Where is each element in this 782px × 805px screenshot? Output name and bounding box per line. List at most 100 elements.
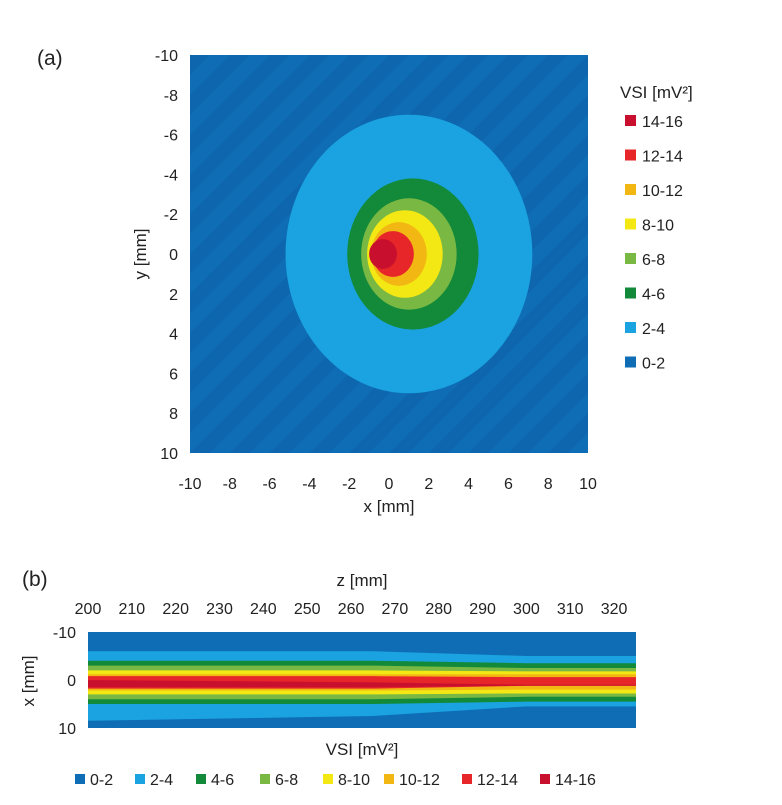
- surface-facet: [428, 413, 449, 434]
- legend-swatch-4-6: [625, 287, 636, 299]
- surface-facet: [548, 293, 569, 314]
- legend-swatch-8-10: [625, 218, 636, 230]
- contour-14-16: [369, 239, 397, 269]
- surface-facet: [229, 74, 250, 95]
- panel-b-x-axis-label: z [mm]: [337, 571, 388, 590]
- surface-facet: [249, 134, 270, 155]
- surface-facet: [209, 353, 230, 374]
- legend-swatch-2-4: [135, 774, 145, 784]
- surface-facet: [528, 313, 549, 334]
- surface-facet: [229, 234, 250, 254]
- surface-facet: [249, 114, 270, 135]
- panel-a-plot: [190, 55, 588, 453]
- surface-facet: [329, 433, 350, 453]
- surface-facet: [249, 273, 270, 294]
- surface-facet: [448, 114, 469, 135]
- surface-facet: [508, 154, 529, 175]
- surface-facet: [528, 273, 549, 294]
- z-tick-label: 320: [601, 601, 628, 618]
- surface-facet: [528, 353, 549, 374]
- surface-facet: [289, 413, 310, 434]
- x-tick-label: 2: [424, 476, 433, 493]
- x-tick-label: -6: [262, 476, 276, 493]
- surface-facet: [269, 273, 290, 294]
- surface-facet: [249, 393, 270, 414]
- surface-facet: [548, 194, 569, 215]
- surface-facet: [249, 214, 270, 235]
- y-tick-label: -6: [164, 128, 178, 145]
- surface-facet: [408, 55, 429, 75]
- z-tick-label: 220: [162, 601, 189, 618]
- surface-facet: [329, 114, 350, 135]
- surface-facet: [190, 254, 210, 274]
- surface-facet: [468, 413, 489, 434]
- surface-facet: [209, 413, 230, 434]
- surface-facet: [548, 413, 569, 434]
- surface-facet: [309, 55, 330, 75]
- surface-facet: [289, 114, 310, 135]
- surface-facet: [568, 174, 588, 195]
- surface-facet: [190, 214, 210, 235]
- surface-facet: [269, 194, 290, 215]
- surface-facet: [249, 234, 270, 254]
- surface-facet: [209, 393, 230, 414]
- surface-facet: [389, 94, 409, 115]
- surface-facet: [389, 55, 409, 75]
- surface-facet: [329, 393, 350, 414]
- surface-facet: [269, 94, 290, 115]
- panel-a-y-ticks: -10 -8 -6 -4 -2 0 2 4 6 8 10: [155, 48, 178, 463]
- surface-facet: [209, 234, 230, 254]
- legend-label-6-8: 6-8: [642, 252, 665, 269]
- surface-facet: [468, 94, 489, 115]
- legend-label-0-2: 0-2: [90, 772, 113, 789]
- surface-facet: [568, 254, 588, 274]
- surface-facet: [568, 273, 588, 294]
- surface-facet: [508, 114, 529, 135]
- surface-facet: [249, 194, 270, 215]
- x-tick-label: -4: [302, 476, 316, 493]
- panel-a-x-axis-label: x [mm]: [364, 497, 415, 516]
- panel-b-plot: [88, 632, 636, 728]
- surface-facet: [448, 433, 469, 453]
- surface-facet: [269, 353, 290, 374]
- surface-facet: [448, 74, 469, 95]
- surface-facet: [229, 55, 250, 75]
- surface-facet: [289, 154, 310, 175]
- surface-facet: [468, 55, 489, 75]
- surface-facet: [568, 234, 588, 254]
- surface-facet: [289, 353, 310, 374]
- surface-facet: [408, 413, 429, 434]
- surface-facet: [249, 94, 270, 115]
- surface-facet: [209, 74, 230, 95]
- surface-facet: [190, 234, 210, 254]
- surface-facet: [548, 393, 569, 414]
- panel-a-y-axis-label: y [mm]: [131, 229, 150, 280]
- surface-facet: [349, 433, 370, 453]
- surface-facet: [190, 333, 210, 354]
- surface-facet: [568, 353, 588, 374]
- surface-facet: [389, 413, 409, 434]
- surface-facet: [468, 373, 489, 394]
- surface-facet: [269, 214, 290, 235]
- surface-facet: [329, 413, 350, 434]
- surface-facet: [249, 293, 270, 314]
- surface-facet: [448, 393, 469, 414]
- z-tick-label: 310: [557, 601, 584, 618]
- panel-b-label: (b): [22, 568, 48, 591]
- x-tick-label: -10: [53, 625, 76, 642]
- y-tick-label: 8: [169, 406, 178, 423]
- surface-facet: [209, 114, 230, 135]
- panel-b-x-ticks: 200 210 220 230 240 250 260 270 280 290 300 310 320: [75, 601, 628, 618]
- surface-facet: [528, 174, 549, 195]
- surface-facet: [229, 273, 250, 294]
- legend-swatch-8-10: [323, 774, 333, 784]
- z-tick-label: 270: [382, 601, 409, 618]
- x-tick-label: -10: [178, 476, 201, 493]
- surface-facet: [468, 393, 489, 414]
- surface-facet: [249, 413, 270, 434]
- surface-facet: [528, 154, 549, 175]
- surface-facet: [269, 413, 290, 434]
- surface-facet: [289, 94, 310, 115]
- surface-facet: [408, 74, 429, 95]
- surface-facet: [209, 55, 230, 75]
